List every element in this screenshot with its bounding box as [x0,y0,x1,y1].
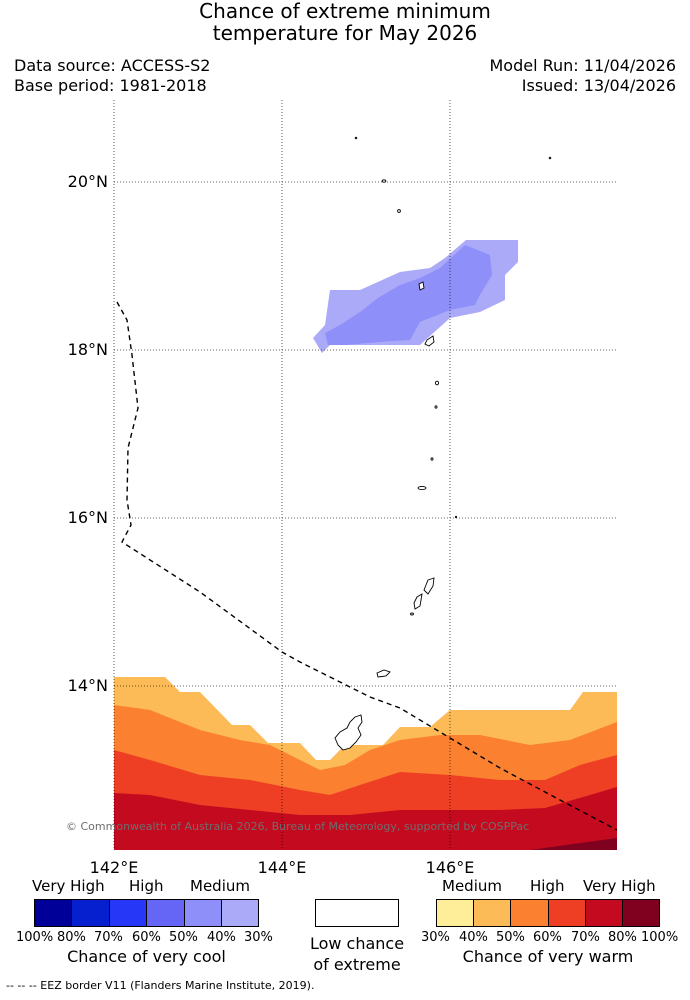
island-small-ne [548,156,552,160]
island-rota [376,669,391,678]
warm-colorbar [436,899,660,927]
warm-swatch-40-50 [473,899,511,927]
island-agrihan [418,281,425,291]
cool-band-40 [325,245,492,345]
warm-heading-medium: Medium [442,877,502,895]
island-guguan [434,405,438,409]
copyright-notice: © Commonwealth of Australia 2026, Bureau… [66,820,529,833]
cool-tick-50: 50% [169,930,198,945]
warm-band-70 [114,787,617,850]
warm-swatch-60-70 [548,899,586,927]
cool-anomaly-patch [313,240,518,353]
cool-swatch-80-100 [34,899,72,927]
island-maug [381,179,387,183]
warm-swatch-70-80 [585,899,623,927]
warm-tick-40: 40% [459,930,488,945]
cool-swatch-70-80 [71,899,110,927]
warm-swatch-30-40 [436,899,474,927]
cool-colorbar [34,899,259,927]
model-run: Model Run: 11/04/2026 [489,56,677,75]
neutral-swatch [315,899,399,927]
island-guam [334,714,363,751]
warm-swatch-80-100 [622,899,660,927]
warm-tick-70: 70% [571,930,600,945]
lat-label-16n: 16°N [67,508,108,527]
cool-heading-very-high: Very High [32,877,105,895]
warm-tick-80: 80% [608,930,637,945]
island-aguijan [410,612,414,616]
cool-tick-40: 40% [207,930,236,945]
base-period: Base period: 1981-2018 [14,76,207,95]
island-anatahan [417,485,427,491]
cool-swatch-40-50 [184,899,222,927]
warm-anomaly-bands [114,677,617,850]
cool-tick-30: 30% [244,930,273,945]
cool-heading-medium: Medium [190,877,250,895]
warm-heading-high: High [530,877,565,895]
warm-swatch-50-60 [510,899,549,927]
cool-swatch-30-40 [221,899,259,927]
island-alamagan [434,380,440,386]
mariana-islands [334,136,552,751]
lat-label-20n: 20°N [67,172,108,191]
island-tinian [413,593,423,610]
data-source: Data source: ACCESS-S2 [14,56,211,75]
island-farallon [354,136,358,140]
island-sarigan [430,457,434,461]
cool-swatch-50-60 [146,899,185,927]
warm-tick-60: 60% [533,930,562,945]
warm-band-80 [530,838,617,850]
island-farallon-medinilla [454,515,458,519]
lat-label-14n: 14°N [67,676,108,695]
island-asuncion [397,209,401,213]
island-saipan [423,577,435,595]
warm-tick-30: 30% [421,930,450,945]
cool-tick-80: 80% [57,930,86,945]
island-pagan [424,335,435,347]
cool-caption: Chance of very cool [67,947,226,966]
map-gridlines [113,100,617,850]
warm-caption: Chance of very warm [462,947,634,966]
cool-tick-60: 60% [132,930,161,945]
lat-label-18n: 18°N [67,340,108,359]
lon-label-142e: 142°E [89,858,139,877]
lon-label-144e: 144°E [257,858,307,877]
neutral-caption-line2: of extreme [313,955,401,974]
cool-tick-100: 100% [16,930,54,945]
warm-heading-very-high: Very High [583,877,656,895]
neutral-caption-line1: Low chance [309,934,405,953]
map-title-line1: Chance of extreme minimum [199,0,491,23]
warm-tick-50: 50% [496,930,525,945]
lon-label-146e: 146°E [425,858,475,877]
cool-heading-high: High [129,877,164,895]
map-title-line2: temperature for May 2026 [212,21,478,45]
issued-date: Issued: 13/04/2026 [521,76,676,95]
cool-swatch-60-70 [109,899,147,927]
warm-tick-100: 100% [641,930,679,945]
eez-border [116,301,618,831]
cool-tick-70: 70% [94,930,123,945]
eez-footnote: -- -- -- EEZ border V11 (Flanders Marine… [6,979,315,992]
